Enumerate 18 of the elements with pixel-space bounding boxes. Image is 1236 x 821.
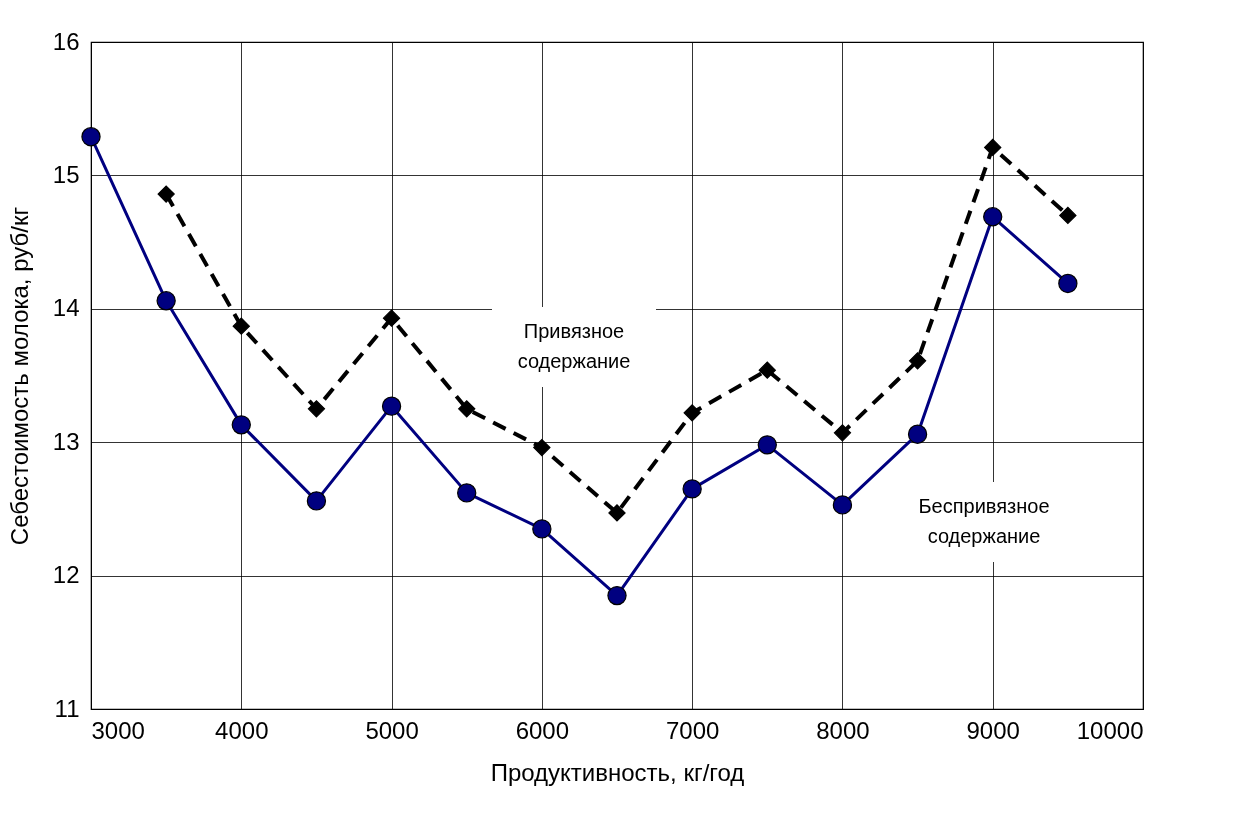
- y-tick-label: 13: [52, 427, 80, 455]
- annotation: Привязное содержание: [517, 320, 631, 372]
- x-tick-label: 6000: [515, 716, 570, 744]
- x-tick-label: 8000: [816, 716, 870, 744]
- y-tick-label: 14: [52, 294, 80, 322]
- x-tick-label: 3000: [91, 716, 145, 744]
- y-tick-label: 16: [52, 27, 80, 55]
- x-axis-title: Продуктивность, кг/год: [490, 758, 745, 786]
- x-tick-label: 5000: [365, 716, 419, 744]
- annotation: Беспривязное содержание: [918, 495, 1050, 547]
- x-tick-label: 4000: [215, 716, 269, 744]
- x-tick-label: 10000: [1076, 716, 1144, 744]
- y-tick-label: 11: [54, 694, 80, 722]
- y-tick-label: 12: [52, 561, 80, 589]
- y-axis-title: Себестоимость молока, руб/кг: [5, 206, 33, 546]
- x-tick-label: 9000: [966, 716, 1020, 744]
- y-tick-label: 15: [52, 160, 80, 188]
- x-tick-label: 7000: [665, 716, 720, 744]
